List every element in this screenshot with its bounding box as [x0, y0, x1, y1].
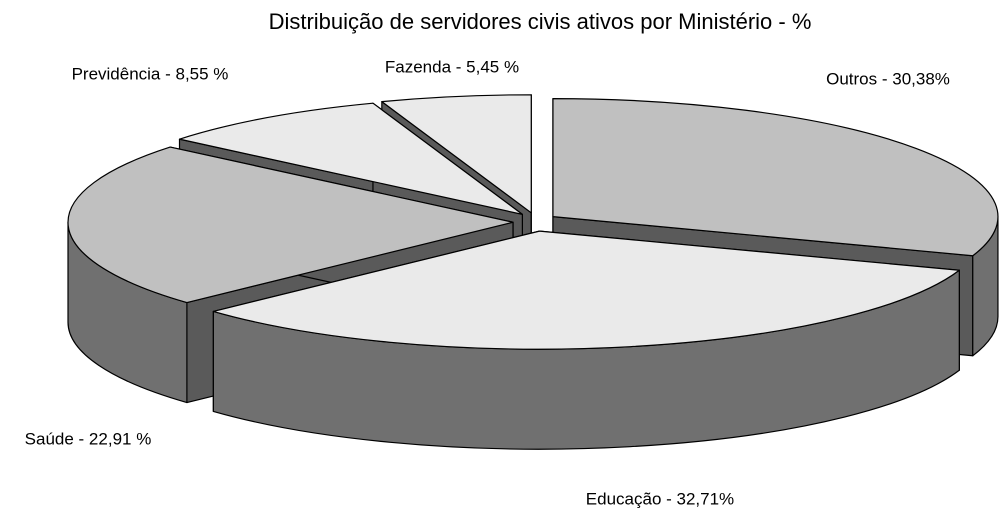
- slice-top: [212, 230, 960, 350]
- chart-title: Distribuição de servidores civis ativos …: [269, 9, 812, 34]
- slice-label: Saúde - 22,91 %: [25, 429, 152, 448]
- slice-label: Outros - 30,38%: [826, 69, 950, 88]
- slice-top: [67, 146, 514, 304]
- slice-label: Educação - 32,71%: [586, 489, 734, 508]
- slice-top: [178, 102, 523, 215]
- slice-top: [381, 94, 532, 214]
- slice-label: Previdência - 8,55 %: [72, 64, 229, 83]
- slice-top: [552, 98, 999, 257]
- slice-label: Fazenda - 5,45 %: [385, 57, 519, 76]
- slice: [212, 230, 960, 450]
